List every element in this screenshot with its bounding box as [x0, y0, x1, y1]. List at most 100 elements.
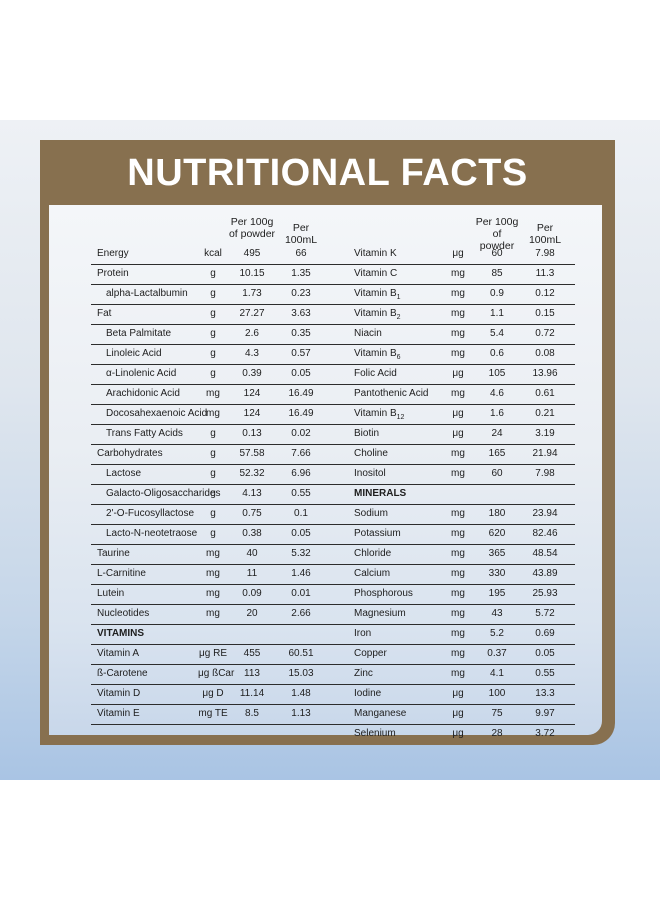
nutrient-name: Vitamin A	[97, 645, 139, 663]
nutrient-name: Lactose	[106, 465, 141, 483]
table-row: Vitamin K μg 60 7.98	[348, 245, 575, 265]
value-per-100g: 195	[488, 588, 506, 599]
header-per-100ml: Per 100mL	[528, 222, 562, 246]
value-per-100g: 1.1	[490, 308, 504, 319]
table-row: Calcium mg 330 43.89	[348, 565, 575, 585]
nutrient-name-text: alpha-Lactalbumin	[106, 288, 188, 299]
value-per-100ml: 0.01	[291, 588, 311, 599]
nutrient-name: Vitamin D	[97, 685, 140, 703]
table-row: Nucleotides mg 20 2.66	[91, 605, 348, 625]
nutrient-name-text: Vitamin B	[354, 408, 397, 419]
unit: g	[210, 288, 216, 299]
nutrient-name: Chloride	[354, 545, 391, 563]
value-per-100ml: 0.55	[291, 488, 311, 499]
nutrient-name-text: L-Carnitine	[97, 568, 146, 579]
unit: μg	[452, 368, 464, 379]
table-row: Lutein mg 0.09 0.01	[91, 585, 348, 605]
nutrient-name-text: Arachidonic Acid	[106, 388, 180, 399]
unit: g	[210, 508, 216, 519]
unit: g	[210, 428, 216, 439]
nutrient-name: Iron	[354, 625, 371, 643]
nutrient-name-text: VITAMINS	[97, 628, 145, 639]
table-row: Docosahexaenoic Acid mg 124 16.49	[91, 405, 348, 425]
value-per-100g: 100	[488, 688, 506, 699]
nutrient-name-text: Carbohydrates	[97, 448, 163, 459]
value-per-100g: 85	[491, 268, 503, 279]
table-row: Galacto-Oligosaccharides g 4.13 0.55	[91, 485, 348, 505]
value-per-100ml: 1.13	[291, 708, 311, 719]
table-row: Linoleic Acid g 4.3 0.57	[91, 345, 348, 365]
value-per-100ml: 9.97	[535, 708, 555, 719]
unit: mg	[451, 568, 465, 579]
nutrient-name-text: MINERALS	[354, 488, 407, 499]
nutrient-name: Vitamin B1	[354, 285, 401, 303]
value-per-100ml: 11.3	[535, 268, 555, 279]
value-per-100ml: 13.3	[535, 688, 555, 699]
unit: g	[210, 308, 216, 319]
table-row: Vitamin D μg D 11.14 1.48	[91, 685, 348, 705]
unit: g	[210, 348, 216, 359]
table-row: α-Linolenic Acid g 0.39 0.05	[91, 365, 348, 385]
unit: mg	[206, 588, 220, 599]
value-per-100ml: 0.1	[294, 508, 308, 519]
nutrient-name: Linoleic Acid	[106, 345, 162, 363]
nutrient-name: Galacto-Oligosaccharides	[106, 485, 221, 503]
value-per-100ml: 0.35	[291, 328, 311, 339]
unit: g	[210, 468, 216, 479]
nutrient-name-text: Vitamin A	[97, 648, 140, 659]
value-per-100g: 24	[491, 428, 503, 439]
nutrient-name: Manganese	[354, 705, 406, 723]
unit: mg TE	[198, 708, 228, 719]
value-per-100ml: 15.03	[288, 668, 314, 679]
table-row: Lactose g 52.32 6.96	[91, 465, 348, 485]
value-per-100g: 495	[243, 248, 261, 259]
nutrient-name-text: Vitamin B	[354, 308, 397, 319]
table-row: Selenium μg 28 3.72	[348, 725, 575, 744]
unit: μg D	[202, 688, 224, 699]
right-table: Per 100g of powder Per 100mL Vitamin K μg 6…	[348, 205, 575, 744]
nutrient-name: Iodine	[354, 685, 381, 703]
table-row: Sodium mg 180 23.94	[348, 505, 575, 525]
nutrient-name: Selenium	[354, 725, 396, 743]
table-row: Iron mg 5.2 0.69	[348, 625, 575, 645]
table-row: Vitamin E mg TE 8.5 1.13	[91, 705, 348, 725]
nutrient-name-text: Chloride	[354, 548, 392, 559]
header-per-100g-line1: Per 100g	[230, 216, 274, 228]
nutrient-name: 2'-O-Fucosyllactose	[106, 505, 194, 523]
unit: μg	[452, 428, 464, 439]
nutrient-name-text: Folic Acid	[354, 368, 397, 379]
nutrient-name: Lacto-N-neotetraose	[106, 525, 197, 543]
nutrient-subscript: 1	[396, 294, 401, 301]
header-per-100g: Per 100g of powder	[474, 216, 520, 252]
value-per-100g: 60	[491, 248, 503, 259]
left-table-header: Per 100g of powder Per 100mL	[91, 205, 348, 246]
value-per-100ml: 1.48	[291, 688, 311, 699]
value-per-100g: 5.4	[490, 328, 504, 339]
value-per-100ml: 3.19	[535, 428, 555, 439]
value-per-100ml: 5.72	[535, 608, 555, 619]
nutrient-name: Lutein	[97, 585, 124, 603]
table-row: Manganese μg 75 9.97	[348, 705, 575, 725]
nutrient-name: Niacin	[354, 325, 382, 343]
table-row: Phosphorous mg 195 25.93	[348, 585, 575, 605]
table-row: Energy kcal 495 66	[91, 245, 348, 265]
table-row: Fat g 27.27 3.63	[91, 305, 348, 325]
value-per-100g: 165	[488, 448, 506, 459]
value-per-100g: 0.37	[487, 648, 507, 659]
nutrient-name-text: Calcium	[354, 568, 391, 579]
nutrient-subscript: 12	[396, 414, 405, 421]
value-per-100ml: 7.66	[291, 448, 311, 459]
nutrient-name: Inositol	[354, 465, 386, 483]
value-per-100ml: 3.72	[535, 728, 555, 739]
value-per-100ml: 2.66	[291, 608, 311, 619]
value-per-100ml: 0.21	[535, 408, 555, 419]
value-per-100g: 105	[488, 368, 506, 379]
nutrient-name-text: Linoleic Acid	[106, 348, 162, 359]
nutrient-name: Choline	[354, 445, 388, 463]
nutrient-name-text: Sodium	[354, 508, 388, 519]
table-row: L-Carnitine mg 11 1.46	[91, 565, 348, 585]
value-per-100ml: 7.98	[535, 468, 555, 479]
unit: g	[210, 528, 216, 539]
nutrient-name-text: Vitamin B	[354, 288, 397, 299]
